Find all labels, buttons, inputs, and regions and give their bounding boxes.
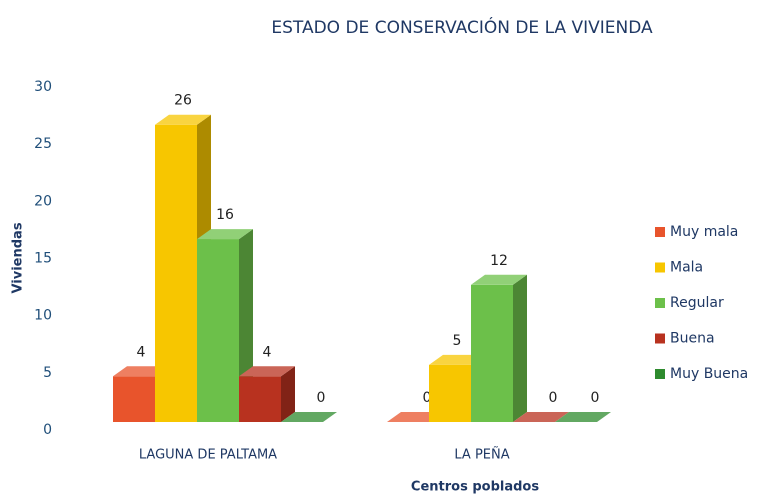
value-label: 0 [423,390,432,406]
bar-top [513,412,569,422]
bar-front [155,124,197,422]
bar [471,274,527,422]
legend-swatch [655,333,665,344]
legend-label: Regular [670,295,724,311]
legend-label: Muy Buena [670,366,748,382]
value-label: 4 [137,344,146,360]
legend-swatch [655,262,665,273]
value-label: 12 [490,253,508,269]
x-axis-title: Centros poblados [411,480,539,495]
bar-front [429,364,471,422]
legend-label: Buena [670,331,715,347]
legend-swatch [655,369,665,379]
value-label: 0 [317,390,326,406]
x-tick-label: LA PEÑA [454,447,509,463]
x-tick-label: LAGUNA DE PALTAMA [139,448,277,463]
bar-front [239,376,281,422]
legend-swatch [655,227,665,237]
y-tick-label: 10 [34,308,52,324]
y-tick-label: 25 [34,136,52,152]
bar-top [155,114,211,125]
bar-top [555,412,611,422]
y-tick-label: 30 [34,79,52,95]
y-tick-label: 20 [34,193,52,209]
bar [239,366,295,422]
bar-top [281,412,337,422]
y-tick-label: 15 [34,251,52,267]
bar-front [471,284,513,422]
legend-swatch [655,298,665,308]
bar-side [513,274,527,422]
y-tick-label: 0 [43,422,52,438]
bar-top [197,229,253,240]
bar-side [281,366,295,422]
legend-label: Muy mala [670,224,738,240]
value-label: 26 [174,93,192,109]
bar-top [239,366,295,377]
bar [281,412,337,422]
bar-top [471,274,527,285]
value-label: 0 [549,390,558,406]
value-label: 16 [216,207,234,223]
legend-label: Mala [670,260,703,276]
chart-title: ESTADO DE CONSERVACIÓN DE LA VIVIENDA [271,16,653,38]
y-tick-label: 5 [43,365,52,381]
bar [513,412,569,422]
value-label: 5 [453,333,462,349]
bar [555,412,611,422]
bar-front [197,239,239,422]
value-label: 0 [591,390,600,406]
value-label: 4 [263,344,272,360]
bar-front [113,376,155,422]
y-axis-title: Viviendas [11,222,26,293]
